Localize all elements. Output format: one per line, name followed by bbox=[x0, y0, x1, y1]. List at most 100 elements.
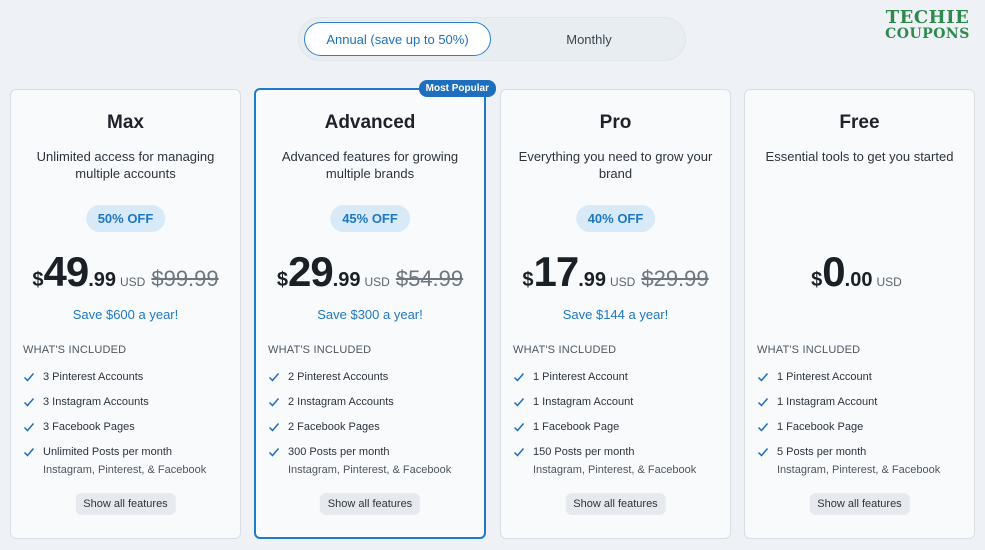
feature-list: 2 Pinterest Accounts 2 Instagram Account… bbox=[268, 370, 476, 476]
check-icon bbox=[513, 398, 525, 407]
check-icon bbox=[268, 398, 280, 407]
price-cents: .99 bbox=[578, 269, 606, 291]
plan-card-max: Max Unlimited access for managing multip… bbox=[10, 89, 241, 539]
feature-text: Unlimited Posts per month bbox=[43, 446, 172, 458]
feature-text: 5 Posts per month bbox=[777, 446, 867, 458]
price-cents: .00 bbox=[844, 269, 873, 291]
feature-text: 300 Posts per month bbox=[288, 446, 390, 458]
savings-note: Save $300 a year! bbox=[317, 307, 423, 322]
original-price: $99.99 bbox=[151, 266, 219, 291]
check-icon bbox=[23, 398, 35, 407]
price: $ 29 .99 USD $54.99 bbox=[256, 248, 484, 296]
feature-list: 3 Pinterest Accounts 3 Instagram Account… bbox=[23, 370, 232, 476]
show-all-features-button[interactable]: Show all features bbox=[319, 493, 421, 515]
feature-item: 3 Facebook Pages bbox=[23, 420, 232, 445]
feature-text: 1 Pinterest Account bbox=[777, 371, 872, 383]
price-cents: .99 bbox=[332, 269, 361, 291]
price-currency: $ bbox=[276, 269, 288, 291]
feature-text: 3 Instagram Accounts bbox=[43, 396, 149, 408]
feature-text: 3 Pinterest Accounts bbox=[43, 371, 144, 383]
annual-billing-option[interactable]: Annual (save up to 50%) bbox=[304, 22, 491, 56]
check-icon bbox=[757, 423, 769, 432]
feature-text: 3 Facebook Pages bbox=[43, 421, 135, 433]
whats-included-heading: WHAT'S INCLUDED bbox=[513, 344, 617, 356]
price-whole: 0 bbox=[822, 248, 845, 295]
original-price: $29.99 bbox=[641, 266, 709, 291]
check-icon bbox=[23, 423, 35, 432]
plan-card-advanced: Most Popular Advanced Advanced features … bbox=[254, 80, 496, 539]
plan-description: Essential tools to get you started bbox=[765, 149, 954, 164]
feature-subtext: Instagram, Pinterest, & Facebook bbox=[288, 464, 452, 476]
feature-text: 1 Pinterest Account bbox=[533, 371, 628, 383]
price-currency-code: USD bbox=[610, 275, 636, 289]
price-currency: $ bbox=[811, 269, 823, 291]
plan-name: Max bbox=[107, 112, 144, 133]
feature-text: 1 Facebook Page bbox=[777, 421, 864, 433]
discount-badge: 50% OFF bbox=[85, 205, 166, 232]
whats-included-heading: WHAT'S INCLUDED bbox=[268, 344, 372, 356]
check-icon bbox=[513, 373, 525, 382]
plan-card-free: Free Essential tools to get you started … bbox=[744, 89, 975, 539]
check-icon bbox=[23, 373, 35, 382]
price-currency: $ bbox=[522, 269, 534, 291]
show-all-features-button[interactable]: Show all features bbox=[809, 493, 910, 515]
plan-card-pro: Pro Everything you need to grow your bra… bbox=[500, 89, 731, 539]
price: $ 17 .99 USD $29.99 bbox=[501, 248, 730, 296]
check-icon bbox=[757, 373, 769, 382]
feature-text: 1 Instagram Account bbox=[777, 396, 878, 408]
check-icon bbox=[513, 448, 525, 457]
check-icon bbox=[23, 448, 35, 457]
feature-item: 1 Facebook Page bbox=[757, 420, 966, 445]
feature-item: 300 Posts per month Instagram, Pinterest,… bbox=[268, 445, 476, 476]
price-whole: 17 bbox=[533, 248, 579, 295]
discount-badge: 40% OFF bbox=[575, 205, 656, 232]
feature-item: 1 Pinterest Account bbox=[513, 370, 722, 395]
monthly-billing-option[interactable]: Monthly bbox=[566, 31, 612, 47]
feature-text: 150 Posts per month bbox=[533, 446, 635, 458]
logo-line-2: COUPONS bbox=[885, 26, 970, 42]
check-icon bbox=[268, 448, 280, 457]
feature-item: 3 Pinterest Accounts bbox=[23, 370, 232, 395]
price: $ 0 .00 USD bbox=[745, 248, 974, 296]
feature-list: 1 Pinterest Account 1 Instagram Account … bbox=[757, 370, 966, 476]
check-icon bbox=[268, 373, 280, 382]
price-cents: .99 bbox=[88, 269, 116, 291]
feature-text: 1 Instagram Account bbox=[533, 396, 634, 408]
feature-text: 2 Facebook Pages bbox=[288, 421, 380, 433]
plan-name: Pro bbox=[599, 112, 632, 133]
feature-text: 2 Instagram Accounts bbox=[288, 396, 394, 408]
feature-item: 1 Pinterest Account bbox=[757, 370, 966, 395]
price-currency-code: USD bbox=[364, 275, 390, 289]
price-currency-code: USD bbox=[120, 275, 146, 289]
plan-name: Advanced bbox=[324, 112, 416, 133]
feature-item: 1 Instagram Account bbox=[757, 395, 966, 420]
feature-subtext: Instagram, Pinterest, & Facebook bbox=[777, 464, 941, 476]
plan-name: Free bbox=[839, 112, 880, 133]
show-all-features-button[interactable]: Show all features bbox=[565, 493, 666, 515]
feature-item: 5 Posts per month Instagram, Pinterest, &… bbox=[757, 445, 966, 476]
savings-note: Save $144 a year! bbox=[562, 307, 669, 322]
plan-description: Unlimited access for managing multiple a… bbox=[36, 149, 215, 181]
whats-included-heading: WHAT'S INCLUDED bbox=[757, 344, 861, 356]
plan-description: Everything you need to grow your brand bbox=[518, 149, 713, 181]
feature-subtext: Instagram, Pinterest, & Facebook bbox=[43, 464, 207, 476]
plan-description: Advanced features for growing multiple b… bbox=[281, 149, 459, 181]
feature-text: 1 Facebook Page bbox=[533, 421, 620, 433]
most-popular-badge: Most Popular bbox=[418, 80, 496, 97]
billing-toggle: Annual (save up to 50%) Monthly bbox=[298, 17, 686, 61]
feature-item: 1 Facebook Page bbox=[513, 420, 722, 445]
show-all-features-button[interactable]: Show all features bbox=[75, 493, 176, 515]
feature-item: Unlimited Posts per month Instagram, Pint… bbox=[23, 445, 232, 476]
feature-list: 1 Pinterest Account 1 Instagram Account … bbox=[513, 370, 722, 476]
feature-item: 2 Facebook Pages bbox=[268, 420, 476, 445]
whats-included-heading: WHAT'S INCLUDED bbox=[23, 344, 127, 356]
price: $ 49 .99 USD $99.99 bbox=[11, 248, 240, 296]
feature-item: 150 Posts per month Instagram, Pinterest,… bbox=[513, 445, 722, 476]
logo-line-1: TECHIE bbox=[885, 7, 970, 28]
price-whole: 49 bbox=[43, 248, 89, 295]
feature-item: 2 Instagram Accounts bbox=[268, 395, 476, 420]
check-icon bbox=[757, 448, 769, 457]
feature-text: 2 Pinterest Accounts bbox=[288, 371, 389, 383]
feature-subtext: Instagram, Pinterest, & Facebook bbox=[533, 464, 697, 476]
check-icon bbox=[757, 398, 769, 407]
